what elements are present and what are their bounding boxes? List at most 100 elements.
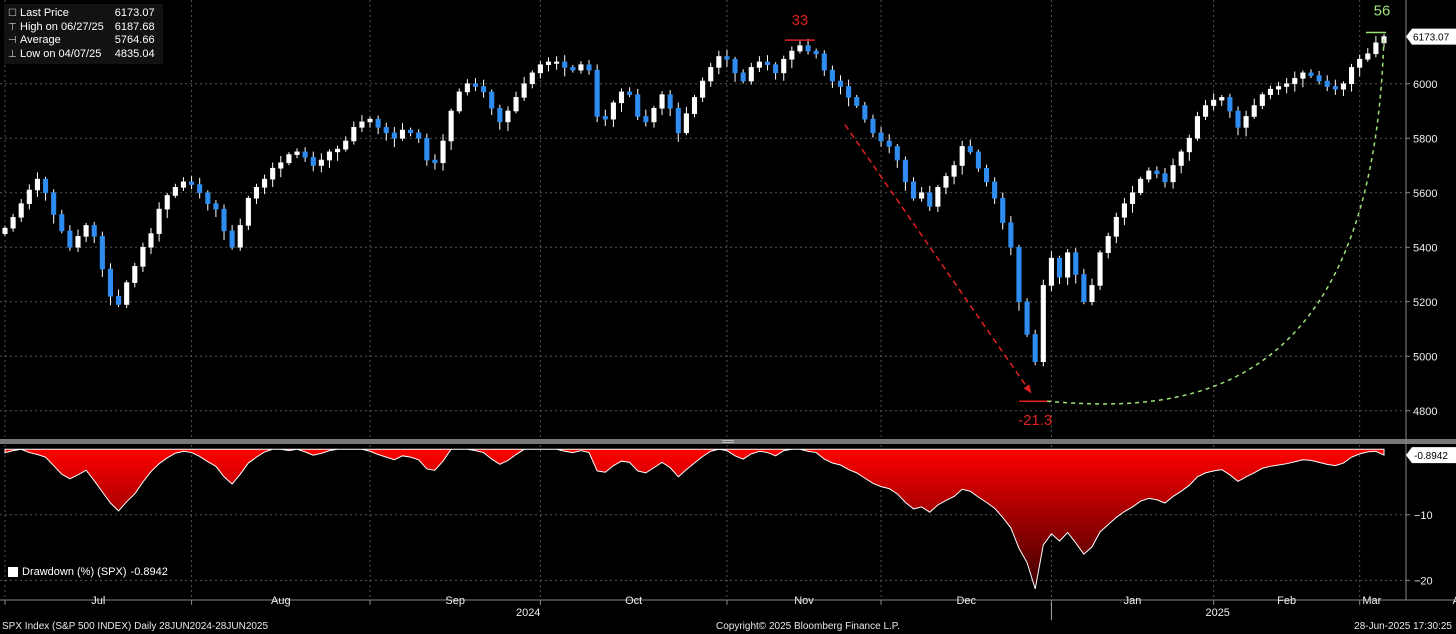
candle-body xyxy=(959,146,965,166)
candle-body xyxy=(1202,105,1209,117)
candle-body xyxy=(213,203,219,210)
candle-body xyxy=(1332,86,1338,90)
month-label: Oct xyxy=(625,595,642,607)
month-label: Dec xyxy=(956,595,976,607)
candle-body xyxy=(610,102,616,120)
candle-body xyxy=(1211,99,1217,106)
candle-body xyxy=(1308,72,1314,76)
candle-body xyxy=(83,225,89,237)
drawdown-value-tag: -0.8942 xyxy=(1406,447,1456,464)
legend-value: 6173.07 xyxy=(114,7,155,19)
drawdown-legend-label: Drawdown (%) (SPX) xyxy=(22,566,127,578)
drawdown-tag-text: -0.8942 xyxy=(1414,451,1448,462)
last-price-tag: 6173.07 xyxy=(1406,28,1456,45)
legend-row-high: ⊤ High on 06/27/25 6187.68 xyxy=(8,21,158,35)
candle-body xyxy=(951,165,957,177)
candle-body xyxy=(148,233,154,248)
month-label: Feb xyxy=(1277,595,1296,607)
candle-body xyxy=(132,266,138,283)
month-label: Jan xyxy=(1124,595,1142,607)
legend-row-average: ⊣ Average 5764.66 xyxy=(8,34,158,48)
candle-body xyxy=(375,118,381,128)
legend-row-last-price: ☐ Last Price 6173.07 xyxy=(8,7,158,21)
candle-body xyxy=(1146,170,1152,180)
candle-body xyxy=(967,146,973,153)
candle-body xyxy=(1259,94,1265,106)
candle-body xyxy=(278,162,284,169)
candle-body xyxy=(1194,116,1200,139)
candle-body xyxy=(562,61,568,68)
candle-body xyxy=(2,227,8,234)
candle-body xyxy=(716,56,722,68)
candle-body xyxy=(229,230,235,248)
candle-body xyxy=(34,178,40,191)
price-tick-label: 5200 xyxy=(1413,297,1437,309)
candle-body xyxy=(805,45,811,52)
candle-body xyxy=(399,129,406,139)
candle-body xyxy=(26,189,32,204)
candle-body xyxy=(391,132,397,139)
candle-body xyxy=(124,282,130,305)
candle-body xyxy=(1129,192,1136,204)
candle-body xyxy=(975,151,981,169)
candle-body xyxy=(1300,72,1306,79)
candle-body xyxy=(691,97,698,115)
decline-arrow-line xyxy=(844,124,1032,394)
candle-body xyxy=(1162,173,1168,183)
candle-body xyxy=(1178,151,1184,166)
trough-label: -21.3 xyxy=(1018,412,1052,429)
candle-body xyxy=(205,192,211,204)
candle-body xyxy=(1219,97,1225,101)
legend-label: Last Price xyxy=(20,7,69,19)
candle-body xyxy=(51,192,57,215)
legend-label: High on 06/27/25 xyxy=(20,20,104,33)
annotations: 33 -21.3 56 xyxy=(784,3,1390,429)
candle-body xyxy=(1349,67,1355,85)
legend-row-low: ⊥ Low on 04/07/25 4835.04 xyxy=(8,48,158,62)
candle-body xyxy=(781,58,787,74)
candle-body xyxy=(635,94,641,117)
candle-body xyxy=(602,116,608,120)
candle-body xyxy=(708,67,714,82)
candle-body xyxy=(667,94,673,109)
candle-body xyxy=(854,97,860,106)
candle-body xyxy=(1251,105,1257,117)
price-grid xyxy=(0,0,1406,600)
candle-body xyxy=(829,69,835,82)
candle-body xyxy=(870,118,876,134)
candle-body xyxy=(1243,116,1249,128)
candle-body xyxy=(1008,222,1014,248)
candle-body xyxy=(797,45,803,52)
candle-body xyxy=(456,91,462,112)
checkbox-icon[interactable]: ☐ xyxy=(8,8,17,19)
candle-body xyxy=(43,178,49,194)
candle-body xyxy=(659,94,665,109)
price-tick-label: 5400 xyxy=(1413,242,1437,254)
candle-body xyxy=(270,167,276,180)
candle-body xyxy=(919,192,925,199)
candle-body xyxy=(351,127,357,142)
candle-body xyxy=(521,83,527,98)
candlestick-series xyxy=(2,34,1387,367)
candle-body xyxy=(1000,197,1006,224)
candle-body xyxy=(1105,236,1111,254)
decline-arrow-head xyxy=(1023,384,1032,394)
drawdown-area xyxy=(4,448,1385,590)
candle-body xyxy=(1292,78,1298,85)
candle-body xyxy=(335,148,341,153)
candle-body xyxy=(1227,97,1233,112)
time-axis: JulAugSepOctNovDecJanFebMarAprMayJun2024… xyxy=(0,0,1456,620)
pane-separator[interactable] xyxy=(0,439,1456,444)
candle-body xyxy=(99,236,105,270)
candle-body xyxy=(1324,80,1330,87)
legend-swatch xyxy=(8,567,18,577)
candle-body xyxy=(983,167,990,183)
candle-body xyxy=(1024,301,1030,335)
candle-body xyxy=(464,83,470,93)
candle-body xyxy=(318,159,324,166)
month-label: Jul xyxy=(91,595,105,607)
candle-body xyxy=(545,61,552,65)
month-label: Sep xyxy=(445,595,465,607)
candle-body xyxy=(326,151,333,161)
candle-body xyxy=(172,187,178,196)
